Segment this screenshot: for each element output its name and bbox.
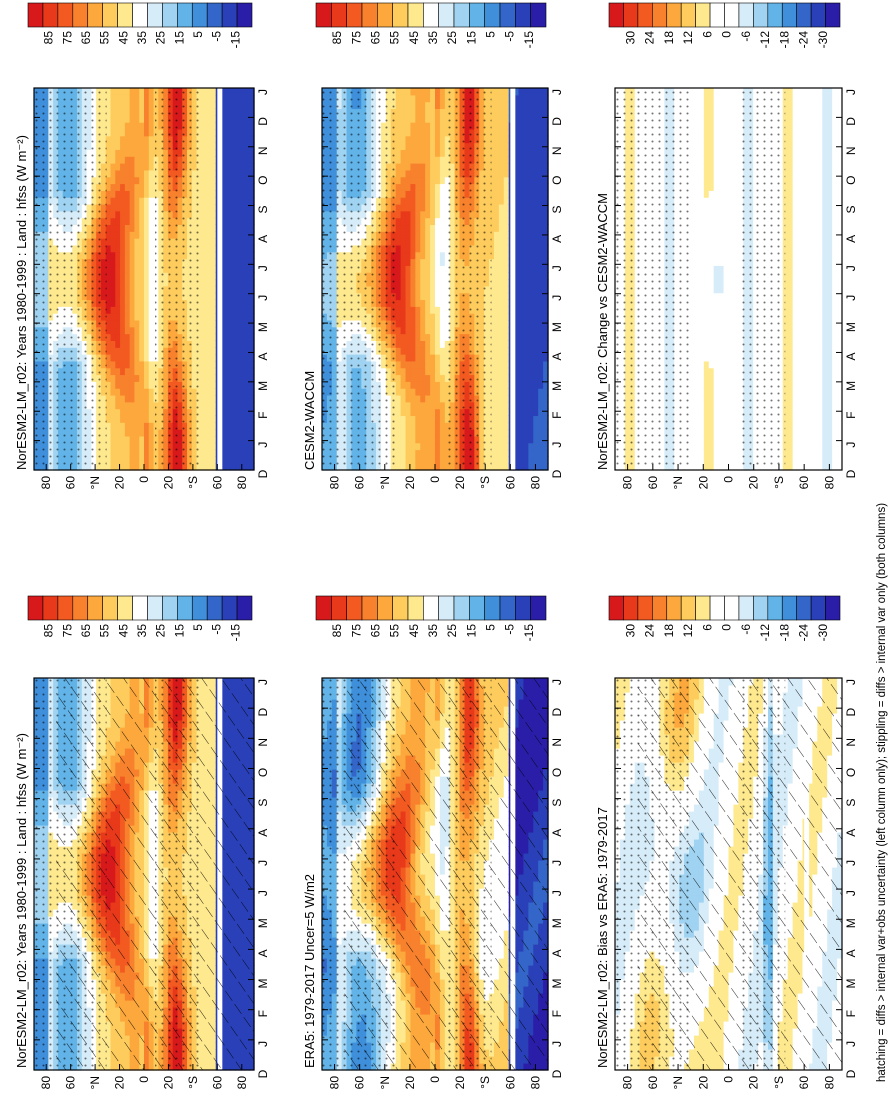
- hatching-overlay: [56, 678, 254, 1070]
- lat-tick-label: °N: [88, 1076, 102, 1089]
- chart-panel-1: D J F M A M J J A S O N D J 80 60 °N 20 0 20 °S 60 80 NorESM2-L…: [14, 595, 270, 1090]
- month-tick-label: J: [256, 1041, 270, 1047]
- colorbar-label: 85: [42, 624, 56, 638]
- month-tick-label: F: [256, 1010, 270, 1017]
- colorbar-swatch: [102, 595, 118, 621]
- month-tick-label: J: [256, 890, 270, 896]
- colorbar-label: 5: [191, 624, 205, 631]
- colorbar-label: 65: [79, 624, 93, 638]
- month-tick-label: S: [256, 799, 270, 807]
- colorbar-swatch: [42, 595, 59, 621]
- colorbar-swatch: [236, 595, 253, 621]
- colorbar-swatch: [57, 595, 74, 621]
- month-tick-label: D: [256, 707, 270, 716]
- lat-tick-label: 60: [210, 1076, 224, 1090]
- colorbar-label: -15: [228, 624, 242, 642]
- lat-tick-label: 80: [235, 1076, 249, 1090]
- colorbar-swatch: [87, 595, 103, 621]
- month-tick-label: J: [256, 860, 270, 866]
- lat-tick-label: 0: [137, 1076, 151, 1083]
- panel-title: NorESM2-LM_r02: Years 1980-1999 : Land :…: [14, 733, 29, 1068]
- lat-tick-label: °S: [186, 1076, 200, 1089]
- panels-layer: D J F M A M J J A S O N D J 80 60 °N 20 0 20 °S 60 80 NorESM2-L…: [14, 2, 858, 1090]
- colorbar-swatch: [191, 595, 208, 621]
- lat-tick-label: 60: [64, 1076, 78, 1090]
- colorbar-label: 25: [154, 624, 168, 638]
- lat-tick-label: 20: [161, 1076, 175, 1090]
- month-tick-label: A: [256, 949, 270, 957]
- colorbar-swatch: [27, 595, 44, 621]
- month-tick-label: N: [256, 738, 270, 747]
- colorbar-swatch: [221, 595, 238, 621]
- colorbar-swatch: [162, 595, 178, 621]
- colorbar-swatch: [117, 595, 133, 621]
- month-tick-label: J: [256, 679, 270, 685]
- month-tick-label: D: [256, 1069, 270, 1078]
- colorbar-swatch: [72, 595, 89, 621]
- colorbar-swatch: [147, 595, 163, 621]
- colorbar-label: 45: [116, 624, 130, 638]
- month-tick-label: M: [256, 979, 270, 989]
- month-tick-label: M: [256, 918, 270, 928]
- month-tick-label: A: [256, 829, 270, 837]
- colorbar: 85 75 65 55 45 35 25 15 5 -5 -15: [27, 595, 253, 642]
- colorbar-swatch: [177, 595, 193, 621]
- lat-tick-label: 80: [39, 1076, 53, 1090]
- colorbar-swatch: [206, 595, 223, 621]
- month-tick-label: O: [256, 768, 270, 777]
- colorbar-label: 35: [135, 624, 149, 638]
- colorbar-label: -5: [210, 624, 224, 635]
- colorbar-swatch: [132, 595, 148, 621]
- lat-tick-label: 20: [113, 1076, 127, 1090]
- colorbar-label: 55: [98, 624, 112, 638]
- colorbar-label: 75: [60, 624, 74, 638]
- colorbar-label: 15: [172, 624, 186, 638]
